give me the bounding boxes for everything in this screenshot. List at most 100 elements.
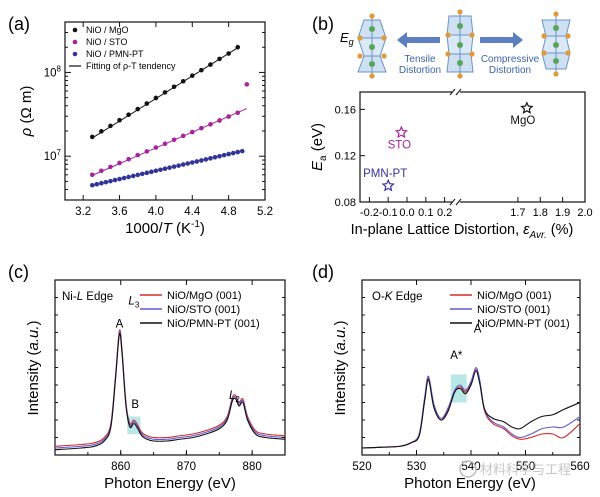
panel-b-xtick-label: -0.1 — [379, 207, 398, 219]
data-point — [239, 148, 245, 154]
data-point — [171, 164, 177, 169]
data-point — [208, 122, 213, 127]
compressive-label-2: Distortion — [489, 65, 531, 76]
legend-label: NiO/PMN-PT (001) — [167, 318, 260, 330]
data-point — [226, 151, 231, 157]
data-point — [158, 167, 163, 173]
watermark-logo-icon — [459, 460, 477, 478]
data-point — [162, 166, 168, 172]
panel-d-title: O-K Edge — [372, 291, 423, 303]
arrow-right-icon — [480, 32, 523, 48]
data-point — [135, 106, 141, 112]
legend-label: NiO/STO (001) — [167, 304, 240, 316]
legend-label: NiO / STO — [86, 37, 127, 47]
data-point — [126, 112, 131, 117]
panel-b-xtick-label: 1.8 — [533, 207, 548, 219]
data-point — [121, 175, 127, 181]
crystal-compressive-icon — [541, 11, 571, 77]
data-point — [144, 149, 150, 154]
data-point — [126, 174, 131, 180]
star-marker-sto — [394, 125, 408, 139]
xtick-label: 520 — [352, 461, 371, 473]
peak-label: B — [131, 399, 139, 411]
panel-b: Eg Tensile Distortion Compressive Distor… — [309, 9, 593, 241]
xtick-label: 530 — [407, 461, 426, 473]
data-point — [171, 84, 177, 90]
xtick-label: 870 — [177, 461, 196, 473]
data-point — [212, 155, 218, 160]
data-point — [217, 153, 222, 159]
data-point — [226, 114, 231, 119]
panel-c-ylabel: Intensity (a.u.) — [25, 320, 42, 415]
peak-label: A* — [450, 350, 463, 362]
data-point — [112, 177, 118, 183]
xtick-label: 540 — [461, 461, 480, 473]
data-point — [217, 56, 222, 62]
data-point — [144, 101, 150, 106]
legend-label: Fitting of ρ-T tendency — [86, 61, 176, 71]
data-point — [194, 159, 200, 164]
panel-d-ticks: 520 530 540 550 560 — [352, 280, 590, 473]
compressive-label: Compressive — [481, 54, 540, 65]
legend-marker — [72, 27, 78, 33]
data-point — [162, 90, 168, 95]
panel-b-frame — [359, 91, 586, 203]
panel-b-points: PMN-PT STO MgO — [363, 101, 535, 192]
panel-b-ytick-label: 0.08 — [335, 197, 356, 209]
panel-a-xtick-label: 5.2 — [257, 206, 273, 218]
xtick-label: 560 — [570, 461, 589, 473]
xtick-label: 880 — [243, 461, 262, 473]
watermark-text: 材料科学与工程 — [480, 462, 571, 477]
panel-c-title: Ni-L Edge — [62, 291, 113, 303]
data-point — [235, 149, 241, 155]
panel-a-xtick-label: 4.0 — [148, 206, 164, 218]
data-point — [167, 165, 172, 170]
arrow-left-icon — [397, 32, 440, 48]
data-point — [117, 176, 122, 182]
data-point — [162, 141, 168, 147]
data-point — [153, 145, 159, 150]
panel-a-ticks: 3.2 3.6 4.0 4.4 4.8 5.2 107 108 — [44, 21, 273, 218]
panel-d-legend: NiO/MgO (001) NiO/STO (001) NiO/PMN-PT (00… — [450, 290, 570, 330]
point-label-mgo: MgO — [510, 115, 535, 127]
panel-b-xtick-label: 0.1 — [418, 207, 433, 219]
data-point — [217, 118, 222, 123]
watermark: 材料科学与工程 — [459, 460, 571, 478]
panel-c-lines — [54, 329, 286, 451]
panel-c-legend: NiO/MgO (001) NiO/STO (001) NiO/PMN-PT (00… — [140, 290, 260, 330]
data-point — [199, 158, 204, 163]
legend-label: NiO / PMN-PT — [86, 49, 144, 59]
panel-a-frame — [64, 21, 266, 201]
panel-label-a: (a) — [8, 14, 30, 34]
panel-b-xtick-label: -0.2 — [360, 207, 379, 219]
panel-a-xtick-label: 3.2 — [75, 206, 91, 218]
panel-b-xtick-label: 2.0 — [577, 207, 592, 219]
data-point — [180, 162, 186, 167]
data-point — [108, 123, 113, 129]
panel-d-annotations: A* A — [450, 324, 481, 362]
xtick-label: 550 — [516, 461, 535, 473]
panel-d: 520 530 540 550 560 A* A NiO/MgO (001) NiO/STO… — [332, 279, 590, 492]
data-point — [180, 133, 186, 139]
panel-a-ylabel: ρ (Ω m) — [18, 86, 35, 138]
crystal-neutral-icon — [445, 9, 475, 79]
star-marker-mgo — [520, 101, 534, 114]
data-point — [185, 161, 191, 166]
data-point — [235, 44, 241, 50]
data-point — [99, 129, 104, 134]
peak-label: L2 — [229, 390, 240, 404]
panel-label-d: (d) — [312, 262, 334, 282]
panel-label-c: (c) — [8, 262, 29, 282]
panel-b-xtick-label: 0.2 — [437, 207, 452, 219]
peak-label: A — [116, 318, 124, 330]
panel-b-xtick-label: 1.9 — [555, 207, 570, 219]
data-point — [117, 117, 122, 123]
data-point — [221, 152, 227, 158]
data-point — [103, 179, 109, 185]
axis-break-top — [449, 88, 462, 96]
panel-a-ytick-label: 107 — [44, 148, 62, 163]
legend-label: NiO/MgO (001) — [477, 290, 552, 302]
legend-label: NiO/MgO (001) — [167, 290, 242, 302]
data-point — [99, 180, 104, 186]
